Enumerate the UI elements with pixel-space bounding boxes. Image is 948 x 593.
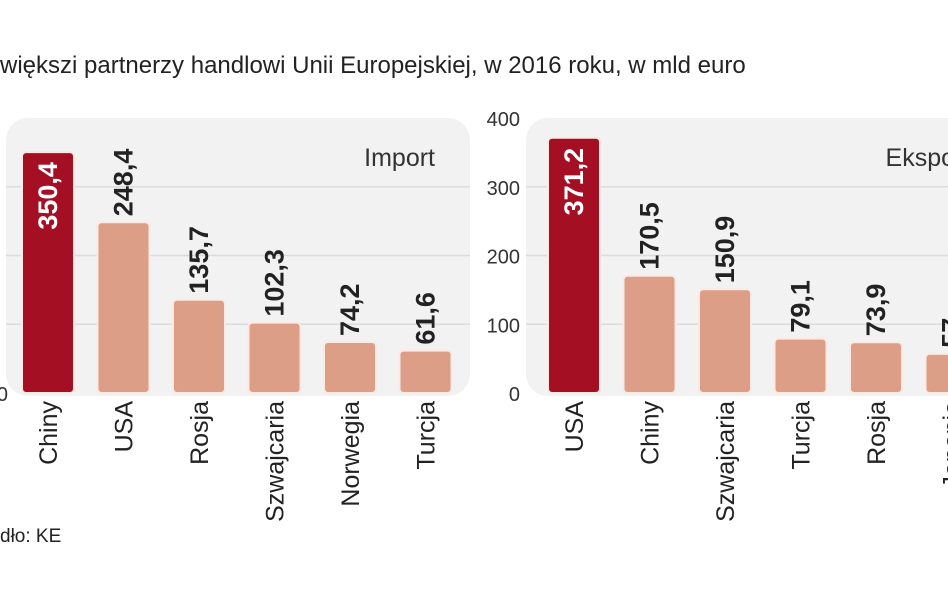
bar-rosja (849, 341, 903, 395)
x-tick-label: USA (561, 401, 589, 453)
x-tick-label: Rosja (863, 401, 891, 465)
bar-szwajcaria (247, 321, 302, 395)
data-label: 150,9 (710, 216, 740, 284)
data-label: 371,2 (559, 148, 589, 216)
bar-norwegia (323, 340, 377, 394)
bar-turcja (773, 337, 828, 394)
x-tick-label: Turcja (788, 401, 816, 470)
y-tick-label: 0 (509, 384, 520, 406)
x-tick-label: Norwegia (337, 401, 365, 507)
x-tick-label: Turcja (413, 401, 441, 470)
y-tick-label: 200 (487, 247, 520, 269)
x-tick-label: Rosja (186, 401, 214, 465)
data-label: 79,1 (786, 280, 816, 333)
panel-title: Ekspo (886, 144, 948, 172)
data-label: 170,5 (635, 202, 665, 270)
y-tick-label: 300 (487, 178, 520, 200)
x-tick-label: Japonia (939, 401, 948, 489)
data-label: 135,7 (184, 226, 214, 294)
x-tick-label: Chiny (35, 401, 63, 465)
y-tick-label: 400 (487, 109, 520, 131)
chart-title: większi partnerzy handlowi Unii Europejs… (0, 52, 746, 79)
bar-turcja (398, 349, 453, 394)
x-tick-label: Szwajcaria (262, 401, 290, 522)
data-label: 248,4 (109, 149, 139, 217)
bar-chiny (21, 151, 75, 394)
bar-rosja (172, 298, 226, 394)
x-tick-label: USA (111, 401, 139, 453)
panel-title: Import (364, 144, 435, 172)
data-label: 57, (937, 310, 948, 348)
source-note: dło: KE (0, 526, 61, 547)
bar-usa (96, 221, 151, 394)
bar-usa (547, 136, 601, 394)
y-tick-label: 100 (487, 315, 520, 337)
x-tick-label: Chiny (637, 401, 665, 465)
bar-szwajcaria (698, 288, 752, 395)
data-label: 74,2 (335, 283, 365, 336)
data-label: 73,9 (861, 284, 891, 337)
y-tick-label: 0 (0, 384, 8, 406)
data-label: 61,6 (411, 292, 441, 345)
bar-chiny (622, 274, 677, 394)
data-label: 350,4 (33, 162, 63, 230)
bar-japonia (924, 352, 948, 394)
data-label: 102,3 (260, 249, 290, 317)
x-tick-label: Szwajcaria (712, 401, 740, 522)
